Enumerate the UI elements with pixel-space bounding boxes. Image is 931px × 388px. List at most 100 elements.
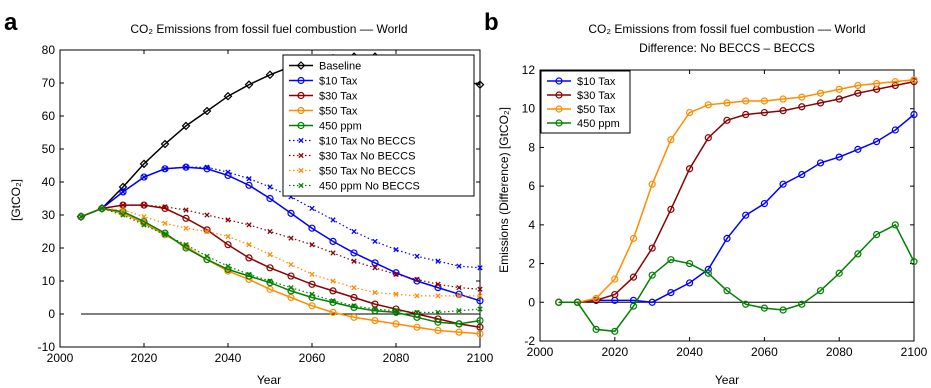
chart-b-legend-label: $10 Tax [577, 76, 616, 88]
chart-a-point [392, 320, 400, 328]
chart-a-point [141, 174, 147, 180]
chart-b-point [760, 108, 769, 117]
chart-b-point [723, 99, 731, 107]
chart-a-point [414, 293, 420, 299]
chart-a-point [392, 269, 400, 277]
chart-a-point [98, 204, 106, 212]
chart-a-point [298, 137, 304, 144]
chart-a-point [329, 308, 337, 316]
chart-b-point [667, 205, 675, 213]
chart-a-point [351, 258, 357, 264]
chart-a-point [246, 176, 252, 182]
chart-a-point [329, 237, 337, 245]
chart-a-point [162, 204, 168, 210]
chart-a-point [414, 253, 420, 259]
chart-a-point [161, 204, 169, 212]
chart-b-point [667, 256, 675, 264]
chart-b-point [854, 250, 862, 258]
chart-a-point [246, 271, 252, 278]
chart-b-point [835, 85, 843, 93]
chart-a-point [225, 217, 231, 223]
chart-a-point [139, 159, 149, 169]
chart-a-ytick-label: 70 [42, 76, 56, 90]
chart-a-legend-item: $10 Tax No BECCS [289, 136, 415, 148]
chart-b-legend: $10 Tax $30 Tax $50 Tax 450 ppm [540, 70, 631, 134]
chart-a-point [246, 222, 252, 228]
chart-a-point [434, 326, 442, 335]
chart-a-point [298, 167, 304, 174]
chart-b: CO₂ Emissions from fossil fuel combustio… [497, 22, 928, 387]
chart-b-point [910, 110, 918, 119]
chart-b-point [555, 119, 563, 127]
chart-b-point [648, 244, 656, 252]
chart-a-point [287, 272, 295, 280]
chart-b-legend-label: $50 Tax [577, 104, 616, 116]
chart-b-plot-area: 2000 2020 2040 2060 2080 2100 -2 0 2 4 6 8 10 12 $10 T… [522, 63, 928, 359]
chart-a-point [182, 163, 190, 171]
chart-a-point [393, 271, 399, 278]
chart-a-point [118, 182, 128, 192]
chart-b-point [667, 136, 675, 144]
chart-a-point [372, 238, 378, 245]
chart-b-ytick-label: 6 [528, 179, 535, 193]
chart-b-legend-item: $10 Tax [547, 76, 616, 88]
chart-b-point [611, 327, 619, 335]
chart-b-point [779, 107, 787, 115]
chart-a-point [265, 70, 275, 80]
chart-a-point [298, 152, 304, 159]
panel-a-label: a [4, 9, 18, 36]
chart-a-point [309, 291, 315, 297]
chart-a-legend-label: $10 Tax [319, 76, 358, 88]
chart-a-point [267, 184, 273, 190]
chart-b-point [872, 138, 881, 146]
chart-a-point [330, 298, 336, 304]
chart-a-point [330, 250, 336, 256]
chart-a-point [350, 303, 358, 311]
chart-a-xtick-label: 2060 [299, 351, 326, 365]
chart-b-ytick-label: 10 [522, 102, 536, 116]
chart-a-legend-label: $50 Tax No BECCS [319, 166, 415, 178]
chart-a-point [181, 121, 191, 131]
chart-b-point [816, 89, 825, 97]
chart-a-point [287, 293, 295, 302]
chart-a-xtick-label: 2020 [131, 351, 158, 365]
chart-a-legend-item: $30 Tax [289, 91, 358, 103]
chart-a-point [351, 284, 357, 291]
chart-b-point [835, 95, 843, 103]
chart-a-legend-item: $50 Tax No BECCS [289, 166, 415, 178]
chart-a-point [372, 289, 378, 296]
chart-a-point [203, 165, 211, 173]
chart-b-point [798, 300, 806, 308]
chart-a-xtick-label: 2000 [47, 351, 74, 365]
chart-b-point [555, 91, 563, 99]
chart-a-point [120, 212, 126, 218]
chart-b-point [685, 108, 694, 117]
chart-b-point [798, 170, 806, 179]
chart-a-point [245, 272, 253, 280]
chart-a-legend-item: $30 Tax No BECCS [289, 151, 415, 163]
chart-b-point [891, 78, 899, 86]
chart-b-point [854, 89, 862, 97]
chart-a-ytick-label: 60 [42, 109, 56, 123]
chart-b-legend-label: $30 Tax [577, 90, 616, 102]
chart-a-point [245, 181, 253, 189]
chart-b-ytick-label: 8 [528, 140, 535, 154]
chart-b-point [910, 258, 918, 266]
chart-a-point [309, 242, 315, 248]
chart-a-point [350, 313, 358, 321]
chart-a-point [224, 241, 232, 249]
chart-a-xtick-label: 2040 [215, 351, 242, 365]
chart-a-series-line [80, 204, 481, 290]
chart-b-point [798, 93, 806, 101]
chart-b-point [723, 287, 731, 295]
chart-a-legend-label: $30 Tax No BECCS [319, 151, 415, 163]
chart-a-series-line [80, 207, 481, 325]
chart-a-point [162, 166, 168, 172]
chart-b-point [798, 103, 806, 111]
chart-b-point [854, 81, 862, 90]
chart-a-point [77, 213, 85, 221]
chart-a-point [204, 164, 210, 170]
chart-a-point [413, 313, 421, 321]
chart-b-point [872, 79, 881, 88]
